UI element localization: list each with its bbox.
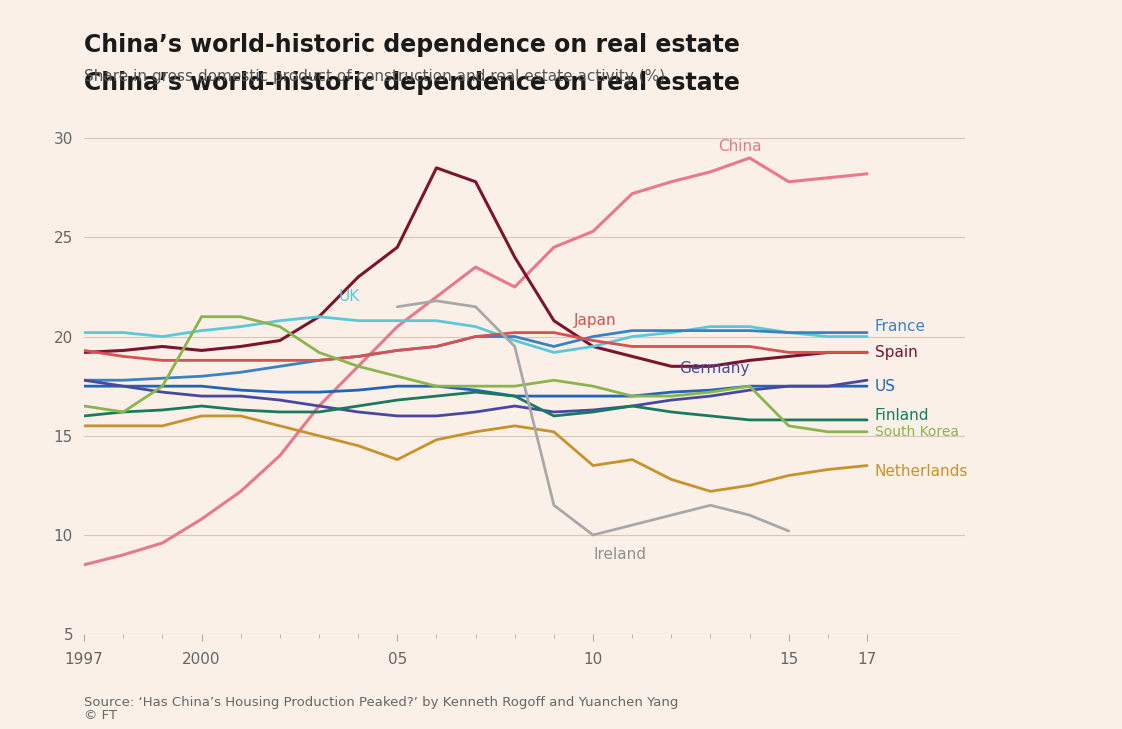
Text: Germany: Germany (679, 361, 749, 376)
Text: © FT: © FT (84, 709, 117, 722)
Text: US: US (875, 378, 895, 394)
Text: Source: ‘Has China’s Housing Production Peaked?’ by Kenneth Rogoff and Yuanchen : Source: ‘Has China’s Housing Production … (84, 695, 679, 709)
Text: South Korea: South Korea (875, 425, 959, 439)
Text: Spain: Spain (875, 345, 918, 360)
Text: Netherlands: Netherlands (875, 464, 968, 479)
Text: France: France (875, 319, 926, 334)
Text: Japan: Japan (573, 313, 616, 328)
Text: UK: UK (339, 289, 360, 305)
Text: Ireland: Ireland (594, 547, 646, 562)
Text: China’s world-historic dependence on real estate: China’s world-historic dependence on rea… (84, 33, 741, 57)
Text: China’s world-historic dependence on real estate: China’s world-historic dependence on rea… (84, 71, 741, 95)
Text: Share in gross domestic product of construction and real estate activity (%): Share in gross domestic product of const… (84, 69, 665, 85)
Text: Finland: Finland (875, 408, 929, 424)
Text: China: China (718, 139, 762, 154)
